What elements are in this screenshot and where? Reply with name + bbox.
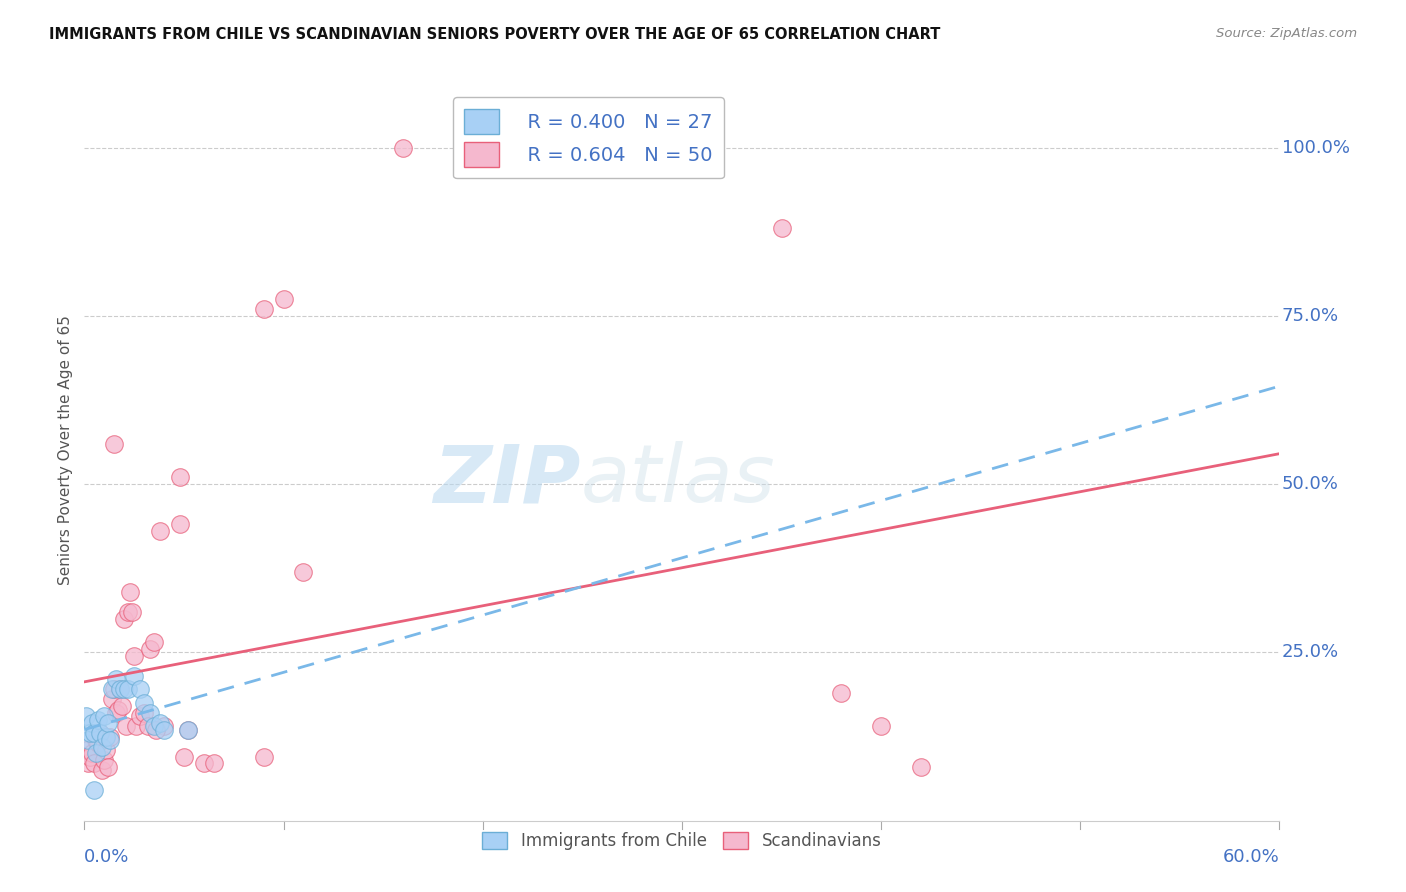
Point bbox=[89, 726, 111, 740]
Point bbox=[86, 732, 108, 747]
Point bbox=[177, 723, 200, 737]
Point bbox=[97, 716, 120, 731]
Point bbox=[103, 682, 125, 697]
Point bbox=[79, 726, 101, 740]
Point bbox=[292, 565, 315, 579]
Point bbox=[136, 719, 159, 733]
Point bbox=[139, 642, 162, 657]
Point bbox=[202, 756, 225, 771]
Text: IMMIGRANTS FROM CHILE VS SCANDINAVIAN SENIORS POVERTY OVER THE AGE OF 65 CORRELA: IMMIGRANTS FROM CHILE VS SCANDINAVIAN SE… bbox=[49, 27, 941, 42]
Point bbox=[910, 760, 932, 774]
Point bbox=[83, 783, 105, 797]
Point bbox=[122, 669, 145, 683]
Y-axis label: Seniors Poverty Over the Age of 65: Seniors Poverty Over the Age of 65 bbox=[58, 316, 73, 585]
Point bbox=[132, 706, 156, 720]
Point bbox=[870, 719, 893, 733]
Point bbox=[97, 760, 120, 774]
Point bbox=[77, 756, 100, 771]
Point bbox=[173, 749, 195, 764]
Point bbox=[177, 723, 200, 737]
Point bbox=[91, 739, 114, 754]
Point bbox=[83, 726, 105, 740]
Point bbox=[120, 584, 142, 599]
Point bbox=[101, 682, 124, 697]
Point bbox=[143, 635, 166, 649]
Text: 75.0%: 75.0% bbox=[1282, 307, 1339, 325]
Text: ZIP: ZIP bbox=[433, 441, 581, 519]
Text: 25.0%: 25.0% bbox=[1282, 643, 1339, 661]
Point bbox=[112, 612, 135, 626]
Point bbox=[105, 673, 128, 687]
Point bbox=[96, 730, 118, 744]
Point bbox=[82, 716, 104, 731]
Point bbox=[122, 648, 145, 663]
Point bbox=[193, 756, 215, 771]
Point bbox=[129, 709, 152, 723]
Point bbox=[93, 709, 115, 723]
Point bbox=[149, 716, 172, 731]
Point bbox=[129, 682, 152, 697]
Point bbox=[117, 682, 139, 697]
Point bbox=[79, 749, 101, 764]
Point bbox=[91, 763, 114, 777]
Point bbox=[93, 753, 115, 767]
Text: 60.0%: 60.0% bbox=[1223, 847, 1279, 865]
Point bbox=[143, 719, 166, 733]
Text: atlas: atlas bbox=[581, 441, 775, 519]
Point bbox=[87, 713, 110, 727]
Point bbox=[82, 747, 104, 761]
Text: 100.0%: 100.0% bbox=[1282, 138, 1350, 157]
Point bbox=[112, 682, 135, 697]
Point bbox=[83, 756, 105, 771]
Point bbox=[98, 732, 121, 747]
Point bbox=[75, 743, 97, 757]
Point bbox=[77, 732, 100, 747]
Point bbox=[770, 221, 793, 235]
Point bbox=[121, 605, 143, 619]
Legend: Immigrants from Chile, Scandinavians: Immigrants from Chile, Scandinavians bbox=[475, 825, 889, 856]
Point bbox=[89, 726, 111, 740]
Point bbox=[153, 719, 176, 733]
Point bbox=[139, 706, 162, 720]
Point bbox=[273, 292, 295, 306]
Point bbox=[107, 703, 129, 717]
Point bbox=[75, 709, 97, 723]
Point bbox=[98, 730, 121, 744]
Point bbox=[392, 140, 415, 154]
Point bbox=[169, 517, 191, 532]
Point bbox=[149, 524, 172, 539]
Point bbox=[145, 723, 167, 737]
Point bbox=[253, 749, 276, 764]
Point bbox=[105, 706, 128, 720]
Point bbox=[111, 699, 134, 714]
Point bbox=[110, 682, 132, 697]
Point bbox=[87, 736, 110, 750]
Text: Source: ZipAtlas.com: Source: ZipAtlas.com bbox=[1216, 27, 1357, 40]
Point bbox=[115, 719, 138, 733]
Text: 0.0%: 0.0% bbox=[84, 847, 129, 865]
Point bbox=[830, 686, 852, 700]
Point bbox=[125, 719, 148, 733]
Point bbox=[169, 470, 191, 484]
Point bbox=[253, 302, 276, 317]
Point bbox=[101, 692, 124, 706]
Point bbox=[110, 682, 132, 697]
Text: 50.0%: 50.0% bbox=[1282, 475, 1339, 493]
Point bbox=[153, 723, 176, 737]
Point bbox=[96, 743, 118, 757]
Point bbox=[117, 605, 139, 619]
Point bbox=[103, 436, 125, 450]
Point bbox=[86, 747, 108, 761]
Point bbox=[132, 696, 156, 710]
